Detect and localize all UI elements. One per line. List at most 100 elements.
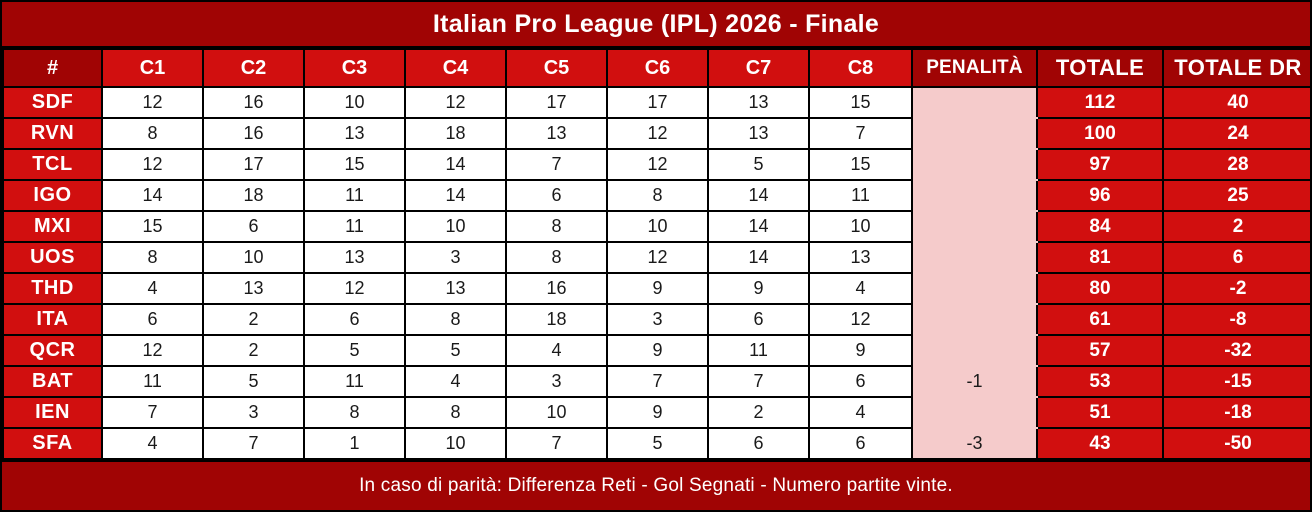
score-cell: 6 [707, 427, 810, 460]
score-cell: 13 [404, 272, 507, 305]
score-cell: 17 [606, 86, 709, 119]
team-cell: ITA [2, 303, 103, 336]
table-row: RVN 8 16 13 18 13 12 13 7 100 24 [2, 117, 1310, 150]
team-cell: TCL [2, 148, 103, 181]
total-dr-cell: -15 [1162, 365, 1310, 398]
table-row: IEN 7 3 8 8 10 9 2 4 51 -18 [2, 396, 1310, 429]
score-cell: 10 [404, 210, 507, 243]
score-cell: 13 [303, 241, 406, 274]
team-cell: RVN [2, 117, 103, 150]
score-cell: 13 [707, 86, 810, 119]
score-cell: 8 [505, 210, 608, 243]
total-cell: 53 [1036, 365, 1164, 398]
score-cell: 12 [404, 86, 507, 119]
table-row: MXI 15 6 11 10 8 10 14 10 84 2 [2, 210, 1310, 243]
score-cell: 13 [202, 272, 305, 305]
total-dr-cell: -18 [1162, 396, 1310, 429]
score-cell: 8 [303, 396, 406, 429]
score-cell: 11 [808, 179, 913, 212]
score-cell: 7 [707, 365, 810, 398]
score-cell: 10 [505, 396, 608, 429]
score-cell: 12 [606, 117, 709, 150]
column-header-total: TOTALE [1036, 48, 1164, 88]
score-cell: 2 [707, 396, 810, 429]
total-dr-cell: 25 [1162, 179, 1310, 212]
score-cell: 2 [202, 334, 305, 367]
score-cell: 5 [707, 148, 810, 181]
score-cell: 3 [606, 303, 709, 336]
column-header-c8: C8 [808, 48, 913, 88]
total-dr-cell: -32 [1162, 334, 1310, 367]
score-cell: 7 [202, 427, 305, 460]
score-cell: 13 [303, 117, 406, 150]
score-cell: 9 [808, 334, 913, 367]
column-header-penalty: PENALITÀ [911, 48, 1038, 88]
score-cell: 6 [303, 303, 406, 336]
score-cell: 15 [303, 148, 406, 181]
score-cell: 15 [808, 148, 913, 181]
score-cell: 4 [505, 334, 608, 367]
score-cell: 8 [101, 117, 204, 150]
column-header-rank: # [2, 48, 103, 88]
score-cell: 4 [808, 272, 913, 305]
total-cell: 97 [1036, 148, 1164, 181]
total-dr-cell: 2 [1162, 210, 1310, 243]
score-cell: 18 [202, 179, 305, 212]
team-cell: SDF [2, 86, 103, 119]
score-cell: 8 [101, 241, 204, 274]
score-cell: 12 [101, 334, 204, 367]
score-cell: 5 [404, 334, 507, 367]
team-cell: UOS [2, 241, 103, 274]
table-row: THD 4 13 12 13 16 9 9 4 80 -2 [2, 272, 1310, 305]
score-cell: 6 [707, 303, 810, 336]
table-row: IGO 14 18 11 14 6 8 14 11 96 25 [2, 179, 1310, 212]
team-cell: MXI [2, 210, 103, 243]
score-cell: 4 [101, 427, 204, 460]
total-cell: 80 [1036, 272, 1164, 305]
column-header-c1: C1 [101, 48, 204, 88]
penalty-cell [911, 117, 1038, 150]
tiebreaker-note: In caso di parità: Differenza Reti - Gol… [2, 460, 1310, 510]
penalty-cell [911, 86, 1038, 119]
score-cell: 12 [808, 303, 913, 336]
penalty-cell [911, 179, 1038, 212]
total-dr-cell: 40 [1162, 86, 1310, 119]
score-cell: 7 [505, 148, 608, 181]
score-cell: 12 [606, 148, 709, 181]
score-cell: 12 [101, 148, 204, 181]
score-cell: 9 [707, 272, 810, 305]
score-cell: 7 [808, 117, 913, 150]
score-cell: 9 [606, 272, 709, 305]
total-cell: 112 [1036, 86, 1164, 119]
total-cell: 57 [1036, 334, 1164, 367]
score-cell: 11 [303, 179, 406, 212]
score-cell: 10 [404, 427, 507, 460]
table-row: UOS 8 10 13 3 8 12 14 13 81 6 [2, 241, 1310, 274]
column-header-c5: C5 [505, 48, 608, 88]
score-cell: 10 [808, 210, 913, 243]
total-dr-cell: 6 [1162, 241, 1310, 274]
penalty-cell [911, 334, 1038, 367]
score-cell: 11 [303, 365, 406, 398]
column-header-c3: C3 [303, 48, 406, 88]
table-row: BAT 11 5 11 4 3 7 7 6 -1 53 -15 [2, 365, 1310, 398]
total-dr-cell: -8 [1162, 303, 1310, 336]
score-cell: 7 [505, 427, 608, 460]
score-cell: 18 [404, 117, 507, 150]
table-header: # C1 C2 C3 C4 C5 C6 C7 C8 PENALITÀ TOTAL… [2, 48, 1310, 88]
score-cell: 3 [202, 396, 305, 429]
score-cell: 10 [202, 241, 305, 274]
score-cell: 3 [404, 241, 507, 274]
header-row: # C1 C2 C3 C4 C5 C6 C7 C8 PENALITÀ TOTAL… [2, 48, 1310, 88]
score-cell: 12 [606, 241, 709, 274]
score-cell: 12 [101, 86, 204, 119]
total-cell: 61 [1036, 303, 1164, 336]
score-cell: 17 [505, 86, 608, 119]
score-cell: 12 [303, 272, 406, 305]
total-cell: 84 [1036, 210, 1164, 243]
score-cell: 17 [202, 148, 305, 181]
total-cell: 51 [1036, 396, 1164, 429]
penalty-cell [911, 148, 1038, 181]
total-cell: 43 [1036, 427, 1164, 460]
